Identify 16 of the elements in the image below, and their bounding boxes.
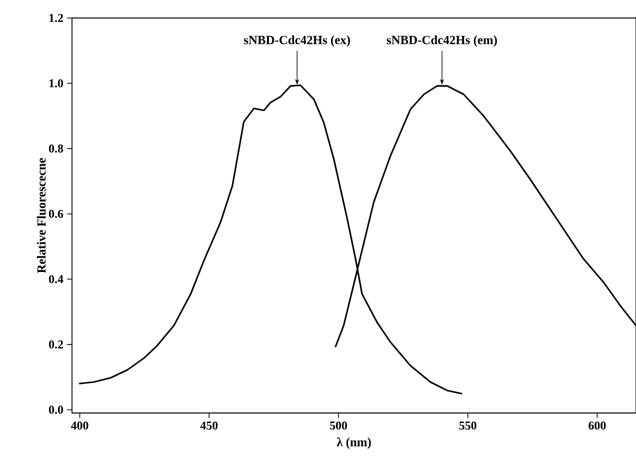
x-tick-label: 500: [330, 422, 347, 430]
y-tick-label: 0.2: [48, 340, 63, 349]
y-tick-label: 0.4: [48, 275, 64, 284]
y-tick-label: 1.2: [49, 14, 63, 22]
x-tick-label: 600: [588, 422, 606, 430]
annotation: sNBD-Cdc42Hs (em): [386, 35, 497, 47]
y-tick-label: 1.0: [49, 79, 64, 88]
y-tick-label: 0.0: [48, 406, 64, 414]
y-axis-title: Relative Fluorescecne: [36, 158, 46, 274]
y-tick-label: 0.8: [48, 144, 64, 153]
x-tick-label: 400: [70, 422, 88, 430]
x-tick-label: 450: [200, 422, 218, 430]
x-axis-title: λ (nm): [336, 437, 371, 449]
x-tick-label: 550: [459, 422, 476, 430]
annotation: sNBD-Cdc42Hs (ex): [244, 35, 350, 47]
y-tick-label: 0.6: [48, 210, 64, 218]
